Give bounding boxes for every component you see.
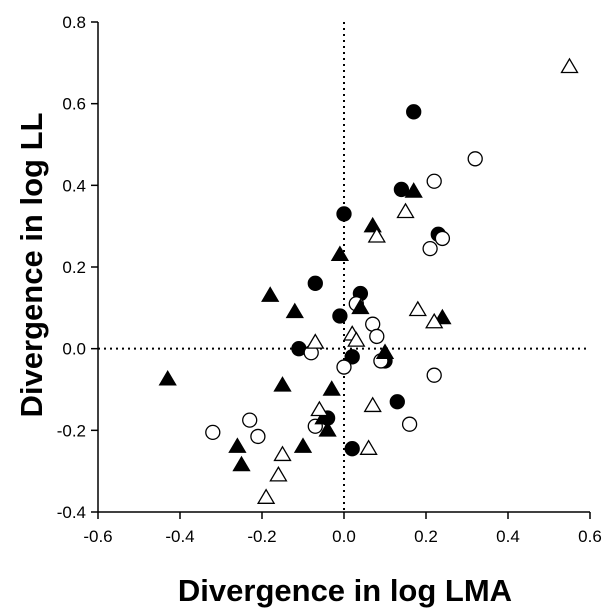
open-triangle-point <box>408 300 427 317</box>
x-tick-label: -0.4 <box>165 527 194 546</box>
open-circle-point <box>369 328 385 345</box>
filled-triangle-point <box>293 437 313 453</box>
open-circle-point <box>426 173 442 189</box>
y-tick-label: -0.2 <box>57 421 86 440</box>
open-triangle-point <box>359 439 378 455</box>
filled-circle-point <box>393 181 410 198</box>
data-points <box>158 57 579 504</box>
open-triangle-point <box>396 202 415 219</box>
filled-circle-point <box>307 275 323 291</box>
filled-triangle-point <box>158 370 177 386</box>
open-triangle-point <box>367 227 386 243</box>
x-tick-label: 0.4 <box>496 527 520 546</box>
x-tick-label: 0.2 <box>414 527 438 546</box>
open-circle-point <box>434 230 451 247</box>
open-triangle-point <box>306 333 325 349</box>
y-tick-label: 0.6 <box>62 95 86 114</box>
filled-triangle-point <box>404 182 423 198</box>
filled-triangle-point <box>351 298 370 315</box>
y-tick-label: 0.8 <box>62 13 86 32</box>
open-circle-point <box>336 359 352 375</box>
filled-triangle-point <box>228 437 247 453</box>
y-tick-label: -0.4 <box>57 503 86 522</box>
ticks: -0.6 -0.4 -0.2 0.0 0.2 0.4 0.6 -0.4 -0.2 0.0 0.2 0.… <box>57 13 602 546</box>
open-circle-point <box>401 416 418 432</box>
open-triangle-point <box>273 445 292 462</box>
filled-triangle-point <box>314 408 333 425</box>
open-circle-point <box>426 367 442 383</box>
open-triangle-point <box>363 396 382 413</box>
open-circle-point <box>467 151 483 167</box>
filled-circle-point <box>336 206 352 222</box>
open-triangle-point <box>269 465 288 482</box>
open-triangle-point <box>425 312 444 329</box>
x-tick-label: -0.6 <box>83 527 112 546</box>
open-circle-point <box>205 424 221 441</box>
x-tick-label: -0.2 <box>247 527 276 546</box>
open-triangle-point <box>347 331 366 347</box>
filled-circle-point <box>406 104 422 120</box>
y-tick-label: 0.2 <box>62 258 86 277</box>
open-triangle-point <box>256 488 276 504</box>
x-axis-label: Divergence in log LMA <box>178 573 512 608</box>
filled-circle-point <box>344 441 360 457</box>
open-circle-point <box>422 240 438 257</box>
filled-triangle-point <box>330 245 350 261</box>
open-circle-point <box>242 412 258 428</box>
x-tick-label: 0.0 <box>332 527 356 546</box>
filled-circle-point <box>389 394 405 410</box>
filled-triangle-point <box>318 421 337 437</box>
y-tick-label: 0.4 <box>62 176 86 195</box>
filled-triangle-point <box>232 455 251 472</box>
filled-triangle-point <box>273 376 292 392</box>
y-tick-label: 0.0 <box>62 340 86 359</box>
filled-circle-point <box>332 308 348 324</box>
filled-circle-point <box>344 349 360 365</box>
open-triangle-point <box>560 57 579 74</box>
filled-triangle-point <box>322 380 341 396</box>
filled-triangle-point <box>261 286 280 302</box>
filled-triangle-point <box>285 302 304 319</box>
reference-lines <box>98 22 590 512</box>
x-tick-label: 0.6 <box>578 527 602 546</box>
open-circle-point <box>250 428 266 445</box>
open-triangle-point <box>310 400 329 417</box>
y-axis-label: Divergence in log LL <box>14 113 49 418</box>
filled-triangle-point <box>375 343 395 359</box>
